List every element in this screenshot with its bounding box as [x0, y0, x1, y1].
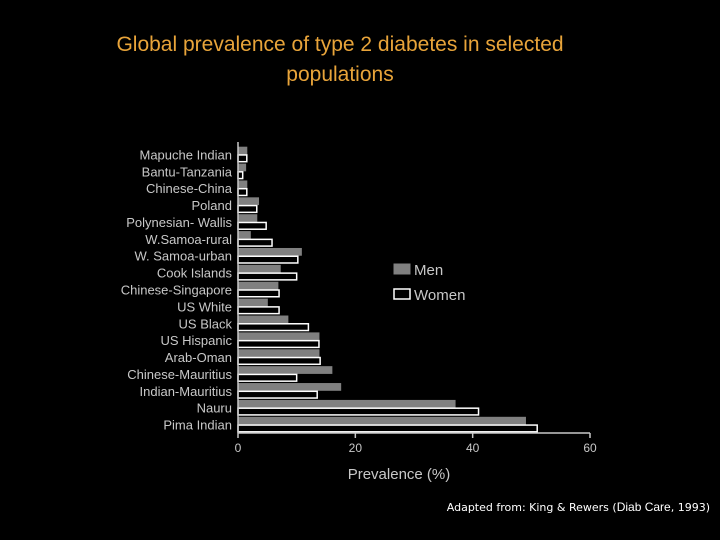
category-label: Cook Islands — [157, 266, 233, 281]
category-label: US White — [177, 299, 232, 314]
source-prefix: Adapted from: King & Rewers ( — [446, 501, 617, 514]
bar-women — [237, 187, 248, 197]
x-tick-label: 40 — [466, 441, 480, 455]
x-tick-label: 20 — [349, 441, 363, 455]
category-label: Indian-Mauritius — [140, 384, 233, 399]
category-label: Poland — [192, 198, 232, 213]
bar-men — [237, 214, 258, 222]
category-label: Polynesian- Wallis — [126, 215, 232, 230]
bar-women — [237, 339, 320, 349]
bar-men — [237, 146, 248, 155]
source-suffix: , 1993) — [670, 501, 710, 514]
bar-men — [237, 349, 320, 358]
bar-women — [237, 424, 538, 433]
bar-men — [237, 383, 342, 391]
bar-men — [237, 416, 526, 425]
legend-swatch-women — [393, 288, 411, 300]
category-label: Nauru — [197, 401, 232, 416]
bar-men — [237, 281, 279, 290]
chart-title-line-1: Global prevalence of type 2 diabetes in … — [116, 33, 564, 56]
bar-women — [237, 323, 310, 332]
category-label: Bantu-Tanzania — [142, 164, 233, 179]
chart-title-line-2: populations — [286, 63, 394, 86]
legend-label-women: Women — [414, 287, 465, 304]
legend-swatch-men — [393, 263, 411, 275]
bar-women — [237, 154, 248, 163]
bar-women — [237, 356, 321, 366]
bar-women — [237, 306, 280, 315]
bar-women — [237, 221, 267, 230]
bar-men — [237, 399, 456, 408]
bar-women — [237, 272, 298, 281]
source-citation: Adapted from: King & Rewers (Diab Care, … — [447, 500, 710, 514]
bar-women — [237, 407, 480, 416]
legend-label-men: Men — [414, 262, 443, 279]
bar-women — [237, 255, 299, 264]
bar-men — [237, 247, 302, 256]
bar-men — [237, 298, 268, 307]
category-label: Arab-Oman — [165, 350, 232, 365]
x-tick-label: 0 — [235, 441, 242, 455]
bar-women — [237, 289, 280, 298]
category-label: Pima Indian — [163, 418, 232, 433]
category-label: W. Samoa-urban — [134, 249, 232, 264]
bar-women — [237, 373, 298, 382]
bar-men — [237, 264, 281, 273]
x-tick-label: 60 — [583, 441, 597, 455]
bar-women — [237, 238, 273, 247]
bar-men — [237, 231, 251, 239]
bar-women — [237, 204, 258, 214]
category-label: W.Samoa-rural — [145, 232, 232, 247]
category-label: Chinese-Mauritius — [127, 367, 232, 382]
bar-men — [237, 197, 260, 206]
bar-men — [237, 366, 333, 374]
category-label: US Hispanic — [160, 333, 232, 348]
source-journal: Diab Care — [616, 500, 671, 514]
category-label: Chinese-Singapore — [121, 283, 232, 298]
bar-men — [237, 315, 289, 324]
bar-men — [237, 180, 248, 189]
bar-men — [237, 163, 247, 172]
bar-women — [237, 390, 318, 399]
category-label: Mapuche Indian — [139, 147, 232, 162]
x-axis-label: Prevalence (%) — [348, 466, 451, 483]
category-label: US Black — [179, 316, 233, 331]
category-label: Chinese-China — [146, 181, 233, 196]
chart-title: Global prevalence of type 2 diabetes in … — [40, 30, 640, 90]
bar-men — [237, 332, 320, 341]
